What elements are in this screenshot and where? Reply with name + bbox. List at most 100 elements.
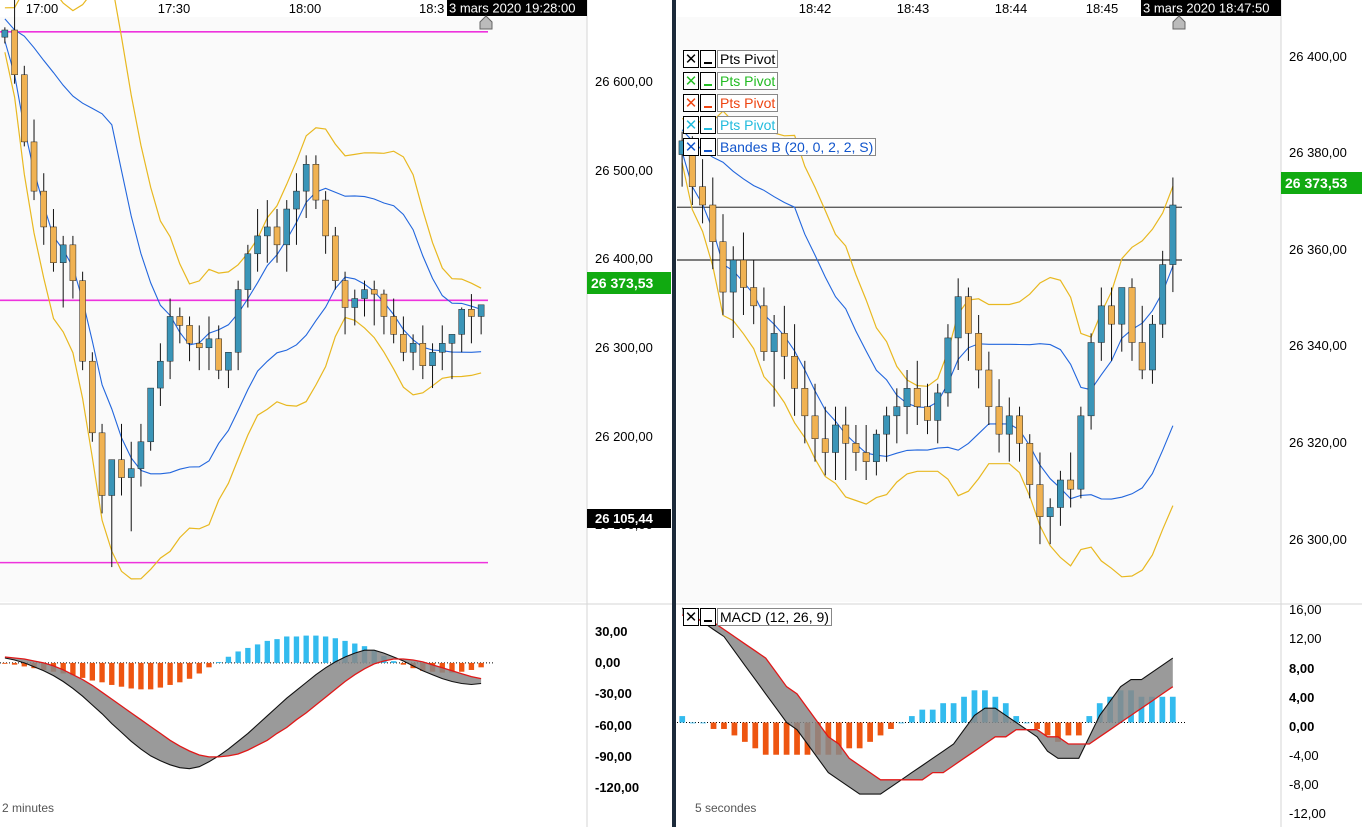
left-candle-body <box>79 280 86 362</box>
right-histogram-bar <box>1044 722 1051 736</box>
left-candle-body <box>409 343 417 353</box>
right-price-plot-background <box>677 17 1281 602</box>
right-candle-body <box>1097 305 1105 343</box>
pane-splitter[interactable] <box>672 0 676 827</box>
right-macd-label: -8,00 <box>1289 777 1319 792</box>
right-candle-body <box>964 296 972 334</box>
left-candle-body <box>186 325 193 344</box>
indicator-label[interactable]: Pts Pivot <box>717 94 779 112</box>
legend-row-pivot-3: ✕ Pts Pivot <box>683 92 876 114</box>
left-candle-body <box>69 244 77 281</box>
legend-row-pivot-2: ✕ Pts Pivot <box>683 70 876 92</box>
right-candle-body <box>1138 342 1146 371</box>
left-histogram-bar <box>284 636 290 663</box>
left-candle-body <box>400 334 407 353</box>
right-histogram-bar <box>846 722 853 749</box>
remove-indicator-icon[interactable]: ✕ <box>683 116 699 134</box>
legend-row-pivot-4: ✕ Pts Pivot <box>683 114 876 136</box>
right-macd-label: -4,00 <box>1289 748 1319 763</box>
minimize-indicator-icon[interactable] <box>700 72 716 90</box>
right-histogram-bar <box>835 722 842 755</box>
left-macd-label: -120,00 <box>595 780 639 795</box>
right-signal-line <box>682 614 1174 781</box>
indicator-label[interactable]: Pts Pivot <box>717 50 779 68</box>
left-time-label: 17:30 <box>158 1 191 16</box>
left-histogram-bar <box>342 640 348 663</box>
left-histogram-bar <box>177 662 183 683</box>
right-histogram-bar <box>1075 722 1082 736</box>
left-histogram-bar <box>225 656 232 663</box>
left-histogram-bar <box>196 662 202 674</box>
minimize-indicator-icon[interactable] <box>700 94 716 112</box>
indicator-label[interactable]: Bandes B (20, 0, 2, 2, S) <box>717 138 877 156</box>
right-timestamp: 3 mars 2020 18:47:50 <box>1143 1 1269 16</box>
minimize-indicator-icon[interactable] <box>700 50 716 68</box>
left-histogram-bar <box>313 635 319 663</box>
right-histogram-bar <box>1013 716 1020 723</box>
right-histogram-bar <box>908 716 915 723</box>
right-candle-body <box>924 406 931 421</box>
remove-indicator-icon[interactable]: ✕ <box>683 50 699 68</box>
left-macd-label: -60,00 <box>595 718 632 733</box>
left-candle-body <box>468 309 475 317</box>
right-histogram-bar <box>794 722 800 755</box>
left-candle-body <box>1 29 9 38</box>
right-histogram-bar <box>867 722 873 742</box>
right-candle-body <box>975 333 983 371</box>
minimize-indicator-icon[interactable] <box>700 608 716 626</box>
right-histogram-bar <box>961 696 967 723</box>
left-candle-body <box>419 343 427 366</box>
right-candle-body <box>821 438 829 453</box>
right-histogram-bar <box>1086 716 1093 723</box>
right-histogram-bar <box>1034 722 1040 729</box>
left-candle-body <box>332 235 339 281</box>
left-candle-body <box>166 316 174 362</box>
left-histogram-bar <box>478 662 484 668</box>
remove-indicator-icon[interactable]: ✕ <box>683 94 699 112</box>
left-macd-label: -90,00 <box>595 749 632 764</box>
indicator-label[interactable]: Pts Pivot <box>717 72 779 90</box>
minimize-indicator-icon[interactable] <box>700 116 716 134</box>
left-candle-body <box>89 360 96 434</box>
right-scroll-marker-icon[interactable] <box>1172 15 1186 30</box>
right-histogram-bar <box>752 722 759 749</box>
left-candle-body <box>11 29 18 76</box>
remove-indicator-icon[interactable]: ✕ <box>683 72 699 90</box>
left-histogram-bar <box>186 662 193 679</box>
remove-indicator-icon[interactable]: ✕ <box>683 608 699 626</box>
macd-indicator-label[interactable]: MACD (12, 26, 9) <box>717 608 832 626</box>
left-low-price-text: 26 105,44 <box>595 511 654 526</box>
minimize-indicator-icon[interactable] <box>700 138 716 156</box>
right-candle-body <box>740 259 747 288</box>
right-macd-label: 0,00 <box>1289 719 1314 734</box>
right-candle-body <box>862 452 870 462</box>
remove-indicator-icon[interactable]: ✕ <box>683 138 699 156</box>
left-histogram-bar <box>468 662 475 670</box>
right-candle-body <box>1016 415 1023 444</box>
left-upper-outer-band <box>4 0 482 289</box>
indicator-label[interactable]: Pts Pivot <box>717 116 779 134</box>
right-candle-body <box>893 406 901 417</box>
right-candle-body <box>1149 323 1156 371</box>
left-signal-line <box>4 656 482 758</box>
left-histogram-bar <box>138 662 144 690</box>
left-histogram-bar <box>274 639 280 663</box>
left-candle-body <box>176 316 184 326</box>
left-candle-body <box>30 141 38 192</box>
left-current-price-tag <box>587 272 671 294</box>
left-histogram-bar <box>322 636 329 663</box>
left-histogram-bar <box>118 662 125 687</box>
right-candle-body <box>1046 507 1054 517</box>
left-histogram-bar <box>206 662 212 668</box>
left-scroll-marker-icon[interactable] <box>479 15 493 30</box>
left-histogram-bar <box>2 662 8 664</box>
right-candle-body <box>1087 342 1095 417</box>
right-histogram-bar <box>679 716 686 723</box>
left-upper-inner-band <box>4 18 482 346</box>
left-price-label: 26 400,00 <box>595 251 653 266</box>
left-price-label: 26 600,00 <box>595 74 653 89</box>
left-period-label: 2 minutes <box>2 801 54 815</box>
left-candle-body <box>390 316 397 335</box>
right-macd-label: 16,00 <box>1289 602 1322 617</box>
